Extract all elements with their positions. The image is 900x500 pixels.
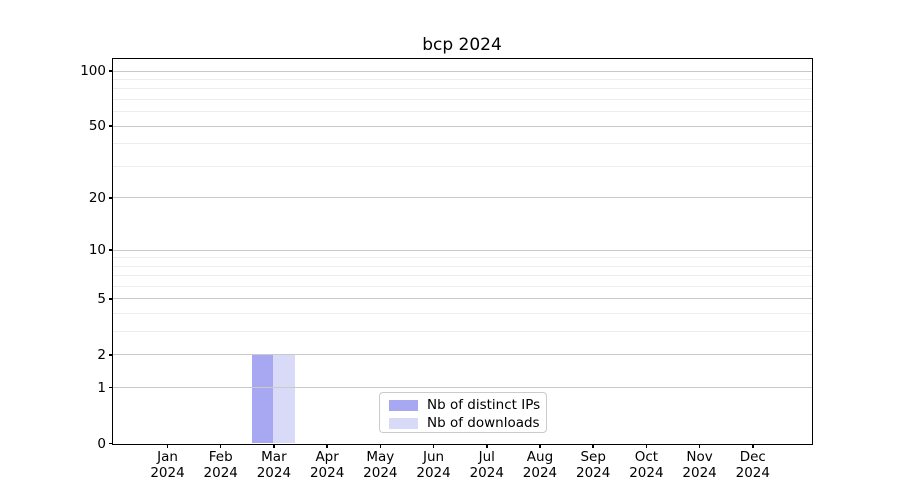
legend-label-distinct-ips: Nb of distinct IPs: [427, 397, 541, 413]
y-tick: [109, 125, 113, 127]
x-tick: [486, 443, 488, 448]
chart-title: bcp 2024: [422, 35, 502, 55]
x-tick: [432, 443, 435, 448]
major-gridline: [113, 387, 812, 389]
y-tick: [109, 298, 113, 300]
legend-item-distinct-ips: Nb of distinct IPs: [389, 396, 541, 414]
x-tick: [326, 443, 328, 448]
x-tick: [698, 443, 701, 448]
minor-gridline: [113, 257, 812, 259]
x-tick: [645, 443, 648, 448]
x-tick: [539, 443, 541, 448]
y-tick: [109, 442, 113, 445]
minor-gridline: [113, 165, 812, 167]
x-tick-label: May 2024: [363, 449, 398, 481]
x-tick-label: Feb 2024: [203, 449, 238, 481]
x-tick-label: Apr 2024: [309, 449, 345, 481]
legend-swatch-downloads: [389, 417, 418, 429]
x-tick: [752, 443, 754, 448]
plot-area: [112, 58, 813, 445]
y-tick-label: 100: [80, 63, 106, 80]
minor-gridline: [113, 285, 812, 287]
x-tick: [273, 443, 275, 448]
x-tick-label: Sep 2024: [575, 449, 611, 481]
major-gridline: [113, 197, 812, 199]
x-tick-label: Mar 2024: [256, 449, 292, 481]
x-tick: [592, 443, 594, 448]
y-tick: [109, 197, 113, 199]
x-tick-label: Jun 2024: [416, 449, 451, 481]
bar-nb-of-downloads: [273, 354, 295, 443]
x-tick: [166, 443, 169, 448]
x-tick-label: Oct 2024: [629, 449, 664, 481]
minor-gridline: [113, 111, 812, 113]
bar-nb-of-distinct-ips: [252, 354, 274, 443]
y-tick-label: 5: [97, 290, 106, 307]
x-tick-label: Aug 2024: [522, 449, 558, 481]
y-tick-label: 2: [97, 346, 106, 363]
y-tick-label: 0: [97, 435, 106, 452]
major-gridline: [113, 70, 812, 72]
x-tick: [379, 443, 382, 448]
legend: Nb of distinct IPs Nb of downloads: [379, 392, 547, 433]
y-tick: [109, 386, 113, 389]
y-tick-label: 10: [88, 242, 106, 258]
x-tick-label: Jan 2024: [150, 449, 185, 481]
minor-gridline: [113, 88, 812, 90]
major-gridline: [113, 125, 812, 127]
legend-item-downloads: Nb of downloads: [389, 414, 540, 432]
y-tick: [109, 70, 113, 72]
legend-label-downloads: Nb of downloads: [427, 415, 540, 431]
minor-gridline: [113, 275, 812, 277]
minor-gridline: [113, 143, 812, 145]
x-tick-label: Dec 2024: [735, 449, 770, 481]
minor-gridline: [113, 313, 812, 315]
minor-gridline: [113, 331, 812, 333]
minor-gridline: [113, 79, 812, 80]
major-gridline: [113, 354, 812, 356]
major-gridline: [113, 249, 812, 251]
y-tick: [109, 354, 113, 356]
x-tick-label: Nov 2024: [682, 449, 717, 481]
major-gridline: [113, 298, 812, 300]
y-tick: [109, 249, 113, 251]
minor-gridline: [113, 99, 812, 101]
minor-gridline: [113, 265, 812, 267]
y-tick-label: 1: [97, 379, 106, 396]
x-tick-label: Jul 2024: [469, 449, 504, 481]
legend-swatch-distinct-ips: [389, 399, 418, 411]
y-tick-label: 50: [88, 118, 106, 135]
y-tick-label: 20: [88, 189, 106, 206]
x-tick: [219, 443, 222, 448]
